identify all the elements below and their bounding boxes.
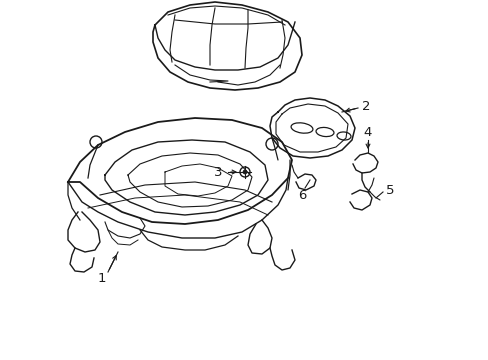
Text: 3: 3 xyxy=(213,166,222,179)
Circle shape xyxy=(243,170,246,174)
Text: 5: 5 xyxy=(385,184,393,197)
Text: 2: 2 xyxy=(361,99,369,112)
Text: 6: 6 xyxy=(297,189,305,202)
Text: 4: 4 xyxy=(363,126,371,139)
Text: 1: 1 xyxy=(98,271,106,284)
